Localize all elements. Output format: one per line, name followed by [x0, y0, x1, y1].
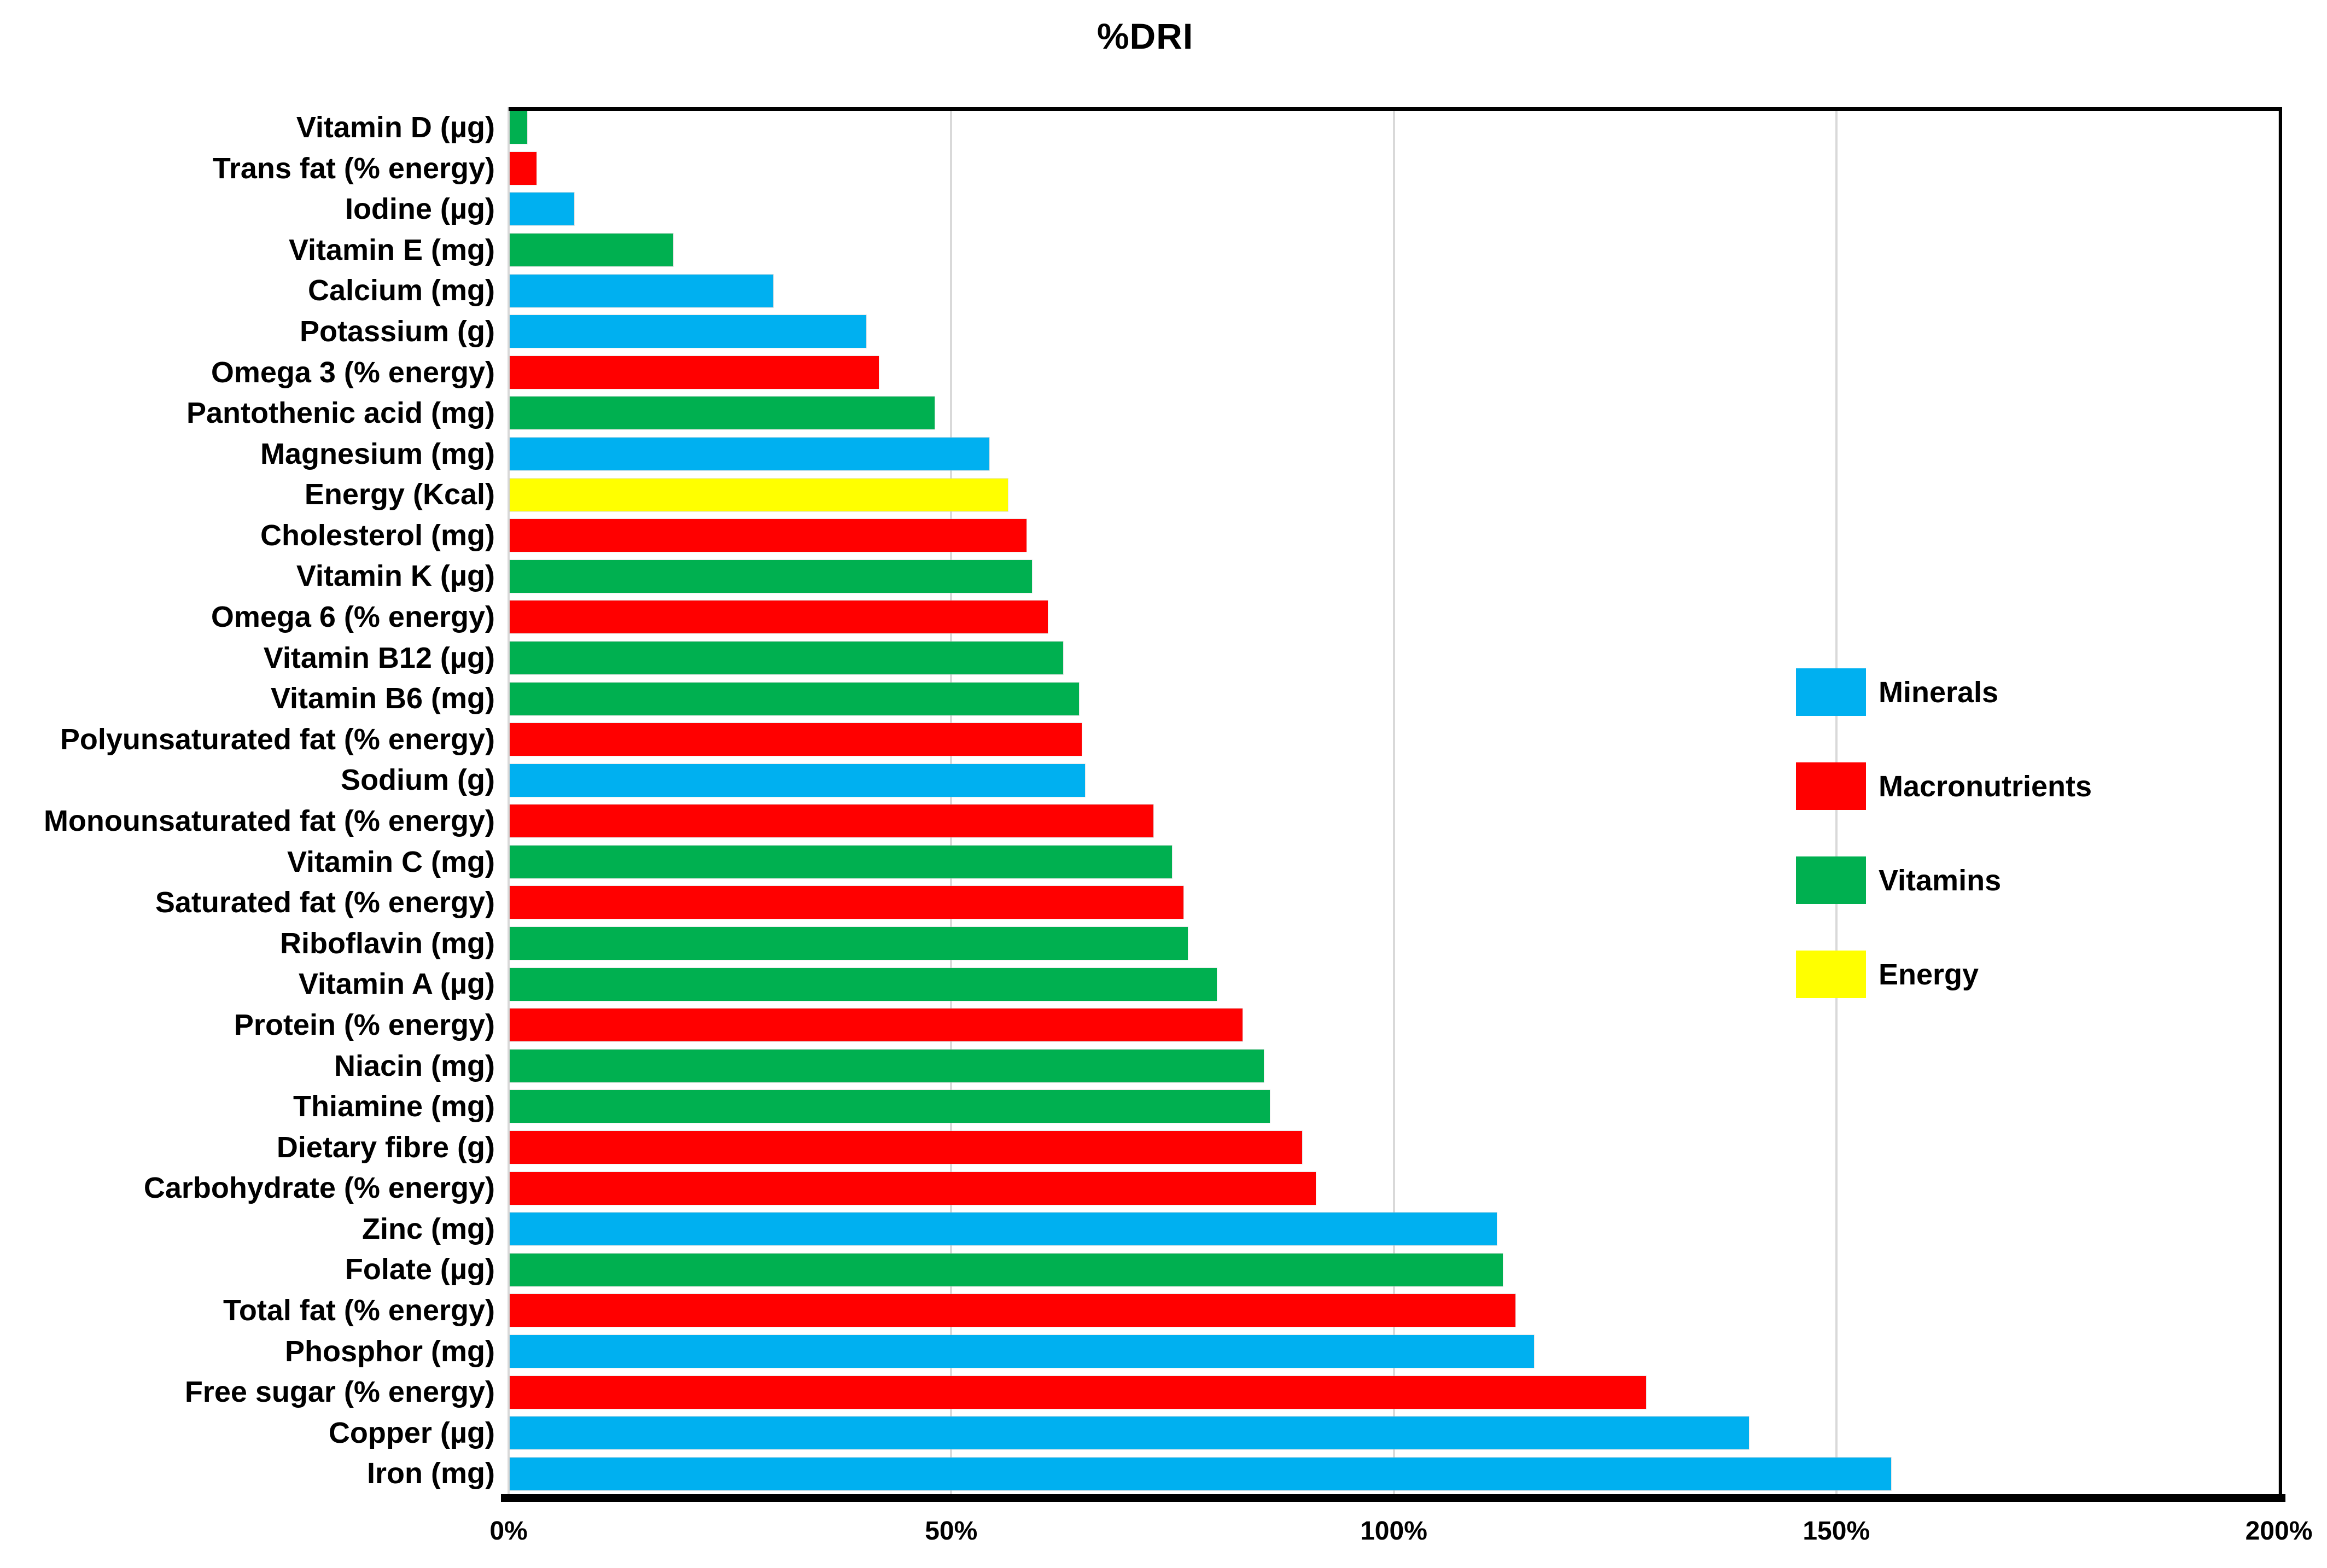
category-label: Folate (µg)	[345, 1253, 495, 1286]
bar-calcium-mg[interactable]	[510, 274, 774, 307]
legend-swatch-energy	[1796, 951, 1866, 998]
legend-swatch-minerals	[1796, 668, 1866, 716]
bar-potassium-g[interactable]	[510, 315, 867, 348]
plot-border-right	[2279, 107, 2282, 1494]
category-label: Thiamine (mg)	[293, 1090, 495, 1123]
category-label: Vitamin D (µg)	[296, 111, 495, 144]
bar-niacin-mg[interactable]	[510, 1049, 1264, 1082]
category-label: Niacin (mg)	[334, 1049, 495, 1082]
bar-vitamin-a-g[interactable]	[510, 967, 1217, 1001]
legend-label: Macronutrients	[1879, 770, 2092, 803]
category-label: Sodium (g)	[341, 763, 495, 797]
bar-vitamin-c-mg[interactable]	[510, 845, 1172, 878]
bar-energy-kcal[interactable]	[510, 478, 1008, 511]
gridline-0%	[508, 107, 510, 1494]
legend-item-energy[interactable]: Energy	[1796, 951, 2288, 999]
bar-thiamine-mg[interactable]	[510, 1090, 1270, 1123]
bar-iodine-g[interactable]	[510, 193, 575, 226]
category-label: Riboflavin (mg)	[280, 926, 495, 960]
bar-zinc-mg[interactable]	[510, 1213, 1497, 1246]
x-tick-0%: 0%	[489, 1517, 528, 1546]
bar-sodium-g[interactable]	[510, 763, 1086, 797]
bar-vitamin-k-g[interactable]	[510, 559, 1032, 593]
legend-item-vitamins[interactable]: Vitamins	[1796, 856, 2288, 905]
legend-label: Vitamins	[1879, 864, 2002, 897]
bar-saturated-fat-energy[interactable]	[510, 886, 1183, 919]
bar-copper-g[interactable]	[510, 1417, 1749, 1450]
bar-omega-6-energy[interactable]	[510, 601, 1048, 634]
bar-total-fat-energy[interactable]	[510, 1294, 1515, 1327]
chart-title: %DRI	[1097, 16, 1194, 56]
x-tick-200%: 200%	[2245, 1517, 2313, 1546]
gridline-50%	[950, 107, 953, 1494]
category-label: Iron (mg)	[367, 1457, 495, 1490]
category-label: Energy (Kcal)	[304, 478, 495, 511]
bar-carbohydrate-energy[interactable]	[510, 1171, 1316, 1205]
category-label: Vitamin A (µg)	[298, 967, 495, 1001]
legend-label: Minerals	[1879, 676, 1999, 709]
bar-vitamin-e-mg[interactable]	[510, 234, 674, 267]
x-tick-150%: 150%	[1803, 1517, 1870, 1546]
category-label: Magnesium (mg)	[260, 437, 495, 470]
category-label: Copper (µg)	[328, 1416, 495, 1449]
category-label: Cholesterol (mg)	[260, 518, 495, 552]
bar-free-sugar-energy[interactable]	[510, 1375, 1647, 1409]
category-label: Monounsaturated fat (% energy)	[43, 805, 495, 837]
bar-polyunsaturated-fat-energy[interactable]	[510, 723, 1082, 756]
bar-trans-fat-energy[interactable]	[510, 151, 536, 185]
category-label: Dietary fibre (g)	[276, 1130, 495, 1164]
category-label: Saturated fat (% energy)	[155, 886, 495, 919]
bar-dietary-fibre-g[interactable]	[510, 1131, 1302, 1164]
bar-monounsaturated-fat-energy[interactable]	[510, 805, 1153, 838]
bar-vitamin-b6-mg[interactable]	[510, 682, 1079, 715]
bar-folate-g[interactable]	[510, 1253, 1503, 1286]
x-axis-line	[501, 1494, 2285, 1502]
gridline-100%	[1392, 107, 1395, 1494]
category-label: Vitamin K (µg)	[296, 559, 495, 593]
bar-riboflavin-mg[interactable]	[510, 927, 1188, 960]
bar-magnesium-mg[interactable]	[510, 438, 990, 470]
bar-protein-energy[interactable]	[510, 1009, 1243, 1042]
bar-iron-mg[interactable]	[510, 1457, 1892, 1490]
category-label: Phosphor (mg)	[285, 1334, 495, 1368]
plot-border-top	[509, 107, 2282, 111]
x-tick-100%: 100%	[1360, 1517, 1427, 1546]
legend-label: Energy	[1879, 958, 1979, 991]
category-label: Vitamin E (mg)	[288, 233, 495, 266]
category-label: Potassium (g)	[299, 314, 495, 348]
category-label: Free sugar (% energy)	[184, 1375, 495, 1409]
legend-swatch-vitamins	[1796, 856, 1866, 904]
category-label: Zinc (mg)	[362, 1212, 495, 1245]
legend-item-macronutrients[interactable]: Macronutrients	[1796, 762, 2288, 811]
category-label: Vitamin B6 (mg)	[270, 682, 495, 715]
category-label: Protein (% energy)	[234, 1008, 495, 1041]
category-label: Polyunsaturated fat (% energy)	[60, 722, 495, 756]
x-tick-50%: 50%	[925, 1517, 978, 1546]
category-label: Vitamin B12 (µg)	[263, 641, 495, 674]
category-label: Calcium (mg)	[307, 274, 495, 307]
category-label: Omega 6 (% energy)	[211, 601, 495, 634]
category-label: Vitamin C (mg)	[287, 845, 495, 878]
bar-omega-3-energy[interactable]	[510, 355, 879, 389]
category-label: Iodine (µg)	[345, 193, 495, 226]
category-label: Total fat (% energy)	[223, 1294, 495, 1327]
category-label: Trans fat (% energy)	[212, 151, 495, 185]
bar-cholesterol-mg[interactable]	[510, 519, 1027, 552]
legend-item-minerals[interactable]: Minerals	[1796, 668, 2288, 716]
category-label: Pantothenic acid (mg)	[186, 397, 495, 430]
category-label: Omega 3 (% energy)	[211, 355, 495, 389]
legend-swatch-macronutrients	[1796, 762, 1866, 810]
bar-pantothenic-acid-mg[interactable]	[510, 397, 935, 430]
bar-phosphor-mg[interactable]	[510, 1334, 1534, 1368]
bar-vitamin-b12-g[interactable]	[510, 641, 1063, 674]
bar-vitamin-d-g[interactable]	[510, 111, 528, 144]
category-label: Carbohydrate (% energy)	[143, 1171, 495, 1205]
